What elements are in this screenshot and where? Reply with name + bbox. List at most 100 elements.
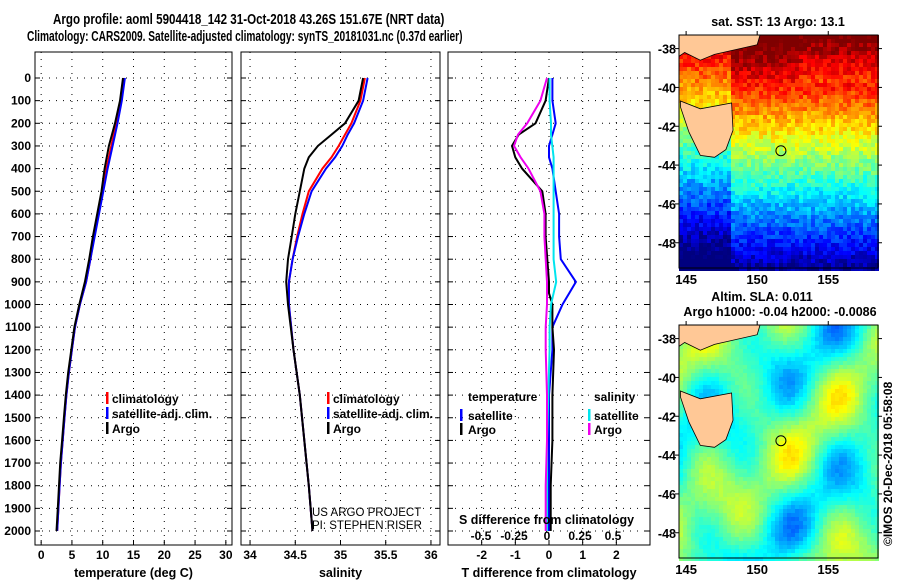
map-cell <box>787 191 791 195</box>
map-cell <box>823 369 827 373</box>
map-cell <box>755 111 759 115</box>
map-cell <box>843 155 847 159</box>
map-cell <box>795 35 799 39</box>
map-cell <box>735 457 739 461</box>
map-cell <box>759 35 763 39</box>
map-cell <box>683 243 687 247</box>
map-cell <box>771 203 775 207</box>
map-cell <box>783 139 787 143</box>
map-cell <box>835 227 839 231</box>
map-cell <box>791 51 795 55</box>
map-cell <box>795 39 799 43</box>
map-cell <box>815 393 819 397</box>
map-cell <box>875 151 879 155</box>
s-tick-label: 0.5 <box>605 529 622 543</box>
map-cell <box>875 71 879 75</box>
map-cell <box>867 325 871 329</box>
map-cell <box>803 357 807 361</box>
map-cell <box>783 183 787 187</box>
map-cell <box>811 243 815 247</box>
map-cell <box>711 345 715 349</box>
map-cell <box>679 135 683 139</box>
map-cell <box>847 55 851 59</box>
map-cell <box>791 421 795 425</box>
map-cell <box>779 55 783 59</box>
map-cell <box>851 413 855 417</box>
map-cell <box>875 449 879 453</box>
legend-label: climatology <box>333 392 400 406</box>
map-cell <box>867 183 871 187</box>
map-cell <box>763 187 767 191</box>
map-cell <box>755 103 759 107</box>
map-cell <box>767 251 771 255</box>
map-cell <box>731 183 735 187</box>
map-cell <box>771 325 775 329</box>
map-cell <box>743 203 747 207</box>
map-cell <box>811 59 815 63</box>
map-cell <box>763 267 767 271</box>
map-cell <box>867 151 871 155</box>
map-cell <box>739 175 743 179</box>
map-cell <box>831 199 835 203</box>
map-cell <box>771 123 775 127</box>
map-cell <box>803 123 807 127</box>
map-cell <box>815 43 819 47</box>
map-cell <box>839 167 843 171</box>
map-cell <box>747 95 751 99</box>
map-cell <box>755 95 759 99</box>
map-cell <box>871 127 875 131</box>
map-cell <box>791 43 795 47</box>
map-cell <box>843 215 847 219</box>
map-cell <box>771 373 775 377</box>
map-cell <box>855 251 859 255</box>
map-cell <box>831 251 835 255</box>
map-cell <box>851 341 855 345</box>
map-cell <box>707 171 711 175</box>
map-cell <box>743 453 747 457</box>
map-cell <box>751 409 755 413</box>
map-cell <box>783 437 787 441</box>
map-cell <box>767 195 771 199</box>
map-cell <box>811 75 815 79</box>
map-cell <box>791 437 795 441</box>
map-cell <box>679 239 683 243</box>
map-cell <box>711 187 715 191</box>
map-cell <box>779 67 783 71</box>
map-cell <box>747 251 751 255</box>
map-cell <box>875 365 879 369</box>
map-cell <box>679 263 683 267</box>
map-cell <box>763 397 767 401</box>
map-cell <box>791 95 795 99</box>
map-cell <box>679 211 683 215</box>
map-cell <box>799 385 803 389</box>
map-cell <box>759 441 763 445</box>
map-cell <box>847 155 851 159</box>
map-cell <box>807 259 811 263</box>
map-cell <box>867 397 871 401</box>
map-cell <box>707 231 711 235</box>
map-cell <box>731 211 735 215</box>
map-cell <box>835 223 839 227</box>
map-cell <box>771 91 775 95</box>
map-cell <box>799 329 803 333</box>
map-cell <box>819 183 823 187</box>
map-cell <box>799 223 803 227</box>
map-cell <box>835 235 839 239</box>
map-cell <box>795 103 799 107</box>
map-cell <box>819 433 823 437</box>
map-cell <box>771 115 775 119</box>
map-cell <box>839 111 843 115</box>
map-cell <box>831 349 835 353</box>
map-cell <box>799 103 803 107</box>
map-cell <box>771 183 775 187</box>
map-cell <box>863 183 867 187</box>
map-cell <box>851 405 855 409</box>
map-cell <box>831 369 835 373</box>
map-cell <box>791 425 795 429</box>
map-cell <box>859 437 863 441</box>
map-cell <box>863 409 867 413</box>
map-cell <box>787 251 791 255</box>
map-cell <box>835 219 839 223</box>
map-cell <box>803 219 807 223</box>
map-cell <box>695 389 699 393</box>
